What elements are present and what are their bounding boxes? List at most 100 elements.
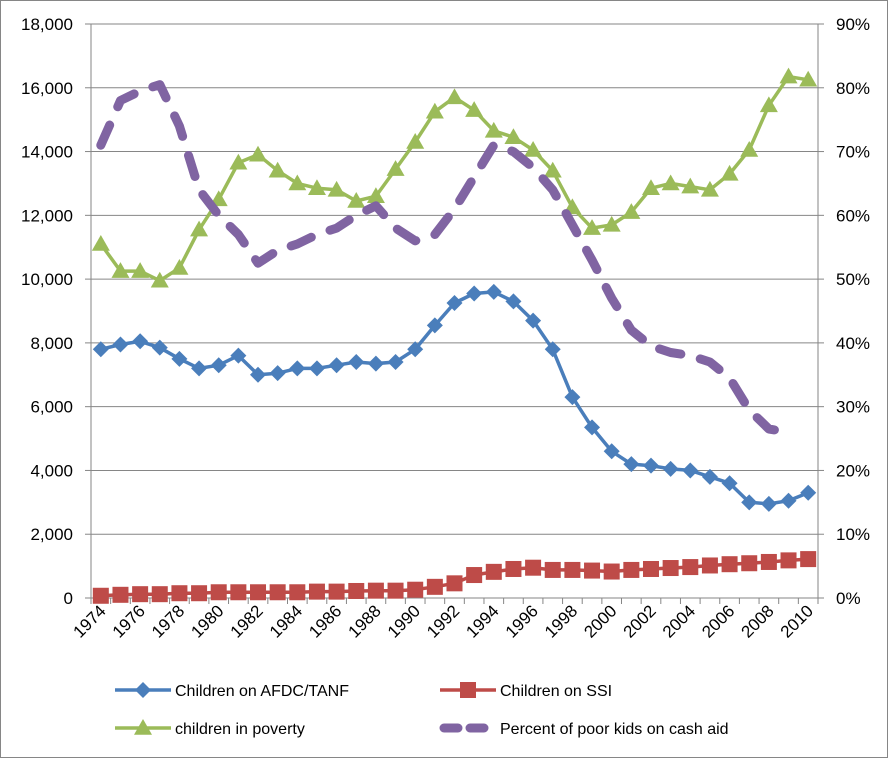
x-tick-label: 1984 — [266, 601, 306, 641]
series-children-on-ssi — [92, 551, 817, 604]
legend-label: Percent of poor kids on cash aid — [500, 721, 729, 738]
data-point — [92, 341, 109, 358]
data-point — [151, 586, 168, 603]
data-point — [603, 563, 620, 580]
legend-marker — [135, 682, 151, 698]
x-tick-label: 1988 — [345, 601, 385, 641]
data-point — [780, 552, 797, 569]
legend-item: Percent of poor kids on cash aid — [439, 721, 729, 738]
data-point — [623, 456, 640, 473]
data-point — [466, 567, 483, 584]
data-point — [132, 586, 149, 603]
data-point — [230, 347, 247, 364]
data-point — [111, 262, 130, 278]
y-axis-left-ticks: 0 2,000 4,000 6,000 8,000 10,000 12,000 14,000 1… — [21, 15, 91, 608]
data-point — [150, 271, 169, 288]
legend-item: Children on AFDC/TANF — [115, 682, 349, 700]
x-tick-label: 2004 — [659, 601, 699, 641]
data-point — [484, 121, 503, 138]
data-point — [799, 70, 818, 87]
data-point — [190, 220, 209, 237]
data-point — [229, 153, 248, 170]
data-point — [584, 419, 601, 436]
data-point — [387, 354, 404, 371]
data-point — [661, 174, 680, 191]
y-tick-label: 16,000 — [21, 79, 73, 98]
data-point — [564, 389, 581, 406]
data-point — [445, 88, 464, 105]
series-layer — [91, 67, 818, 604]
data-point — [406, 132, 425, 149]
data-point — [367, 355, 384, 372]
y-tick-label: 12,000 — [21, 206, 73, 225]
data-point — [387, 582, 404, 599]
data-point — [760, 553, 777, 570]
data-point — [367, 582, 384, 599]
data-point — [721, 556, 738, 573]
y2-tick-label: 40% — [836, 334, 870, 353]
data-point — [682, 462, 699, 479]
data-point — [701, 468, 718, 485]
data-point — [721, 475, 738, 492]
series-line — [100, 290, 809, 506]
y2-tick-label: 90% — [836, 15, 870, 34]
data-point — [800, 551, 817, 568]
data-point — [740, 140, 759, 157]
data-point — [544, 561, 561, 578]
data-point — [112, 586, 129, 603]
data-point — [700, 180, 719, 197]
data-point — [524, 140, 543, 157]
data-point — [603, 443, 620, 460]
data-point — [112, 336, 129, 353]
y-tick-label: 18,000 — [21, 15, 73, 34]
y2-tick-label: 30% — [836, 398, 870, 417]
data-point — [366, 187, 385, 203]
series-line — [96, 80, 793, 437]
series-children-on-afdc-tanf — [92, 283, 817, 512]
legend: Children on AFDC/TANF Children on SSI chil… — [115, 682, 729, 738]
x-tick-label: 2008 — [738, 601, 778, 641]
data-point — [308, 360, 325, 377]
data-point — [288, 174, 307, 191]
data-point — [151, 339, 168, 356]
data-point — [641, 179, 660, 195]
data-point — [347, 191, 366, 208]
data-point — [642, 457, 659, 474]
legend-label: Children on SSI — [500, 683, 612, 700]
legend-label: children in poverty — [175, 721, 305, 738]
gridlines — [91, 23, 818, 535]
data-point — [171, 350, 188, 367]
data-point — [446, 295, 463, 312]
x-tick-label: 1976 — [109, 601, 149, 641]
data-point — [328, 357, 345, 374]
data-point — [328, 583, 345, 600]
x-tick-label: 1992 — [423, 601, 463, 641]
data-point — [584, 562, 601, 579]
data-point — [426, 578, 443, 595]
data-point — [779, 67, 798, 84]
data-point — [171, 585, 188, 602]
data-point — [210, 357, 227, 374]
data-point — [289, 584, 306, 601]
data-point — [662, 560, 679, 577]
data-point — [800, 484, 817, 501]
y-axis-right-ticks: 0% 10% 20% 30% 40% 50% 60% 70% 80% 90% — [818, 15, 870, 608]
series-percent-of-poor-kids-on-cash-aid — [96, 80, 793, 437]
data-point — [623, 561, 640, 578]
data-point — [268, 161, 287, 178]
data-point — [250, 584, 267, 601]
data-point — [466, 285, 483, 302]
data-point — [701, 557, 718, 574]
y-tick-label: 0 — [64, 589, 73, 608]
y-tick-label: 6,000 — [30, 398, 73, 417]
data-point — [425, 102, 444, 119]
data-point — [132, 333, 149, 350]
y-tick-label: 14,000 — [21, 143, 73, 162]
data-point — [249, 145, 268, 162]
data-point — [682, 559, 699, 576]
x-tick-label: 1990 — [384, 601, 424, 641]
y2-tick-label: 70% — [836, 143, 870, 162]
data-point — [505, 293, 522, 310]
data-point — [386, 160, 405, 176]
